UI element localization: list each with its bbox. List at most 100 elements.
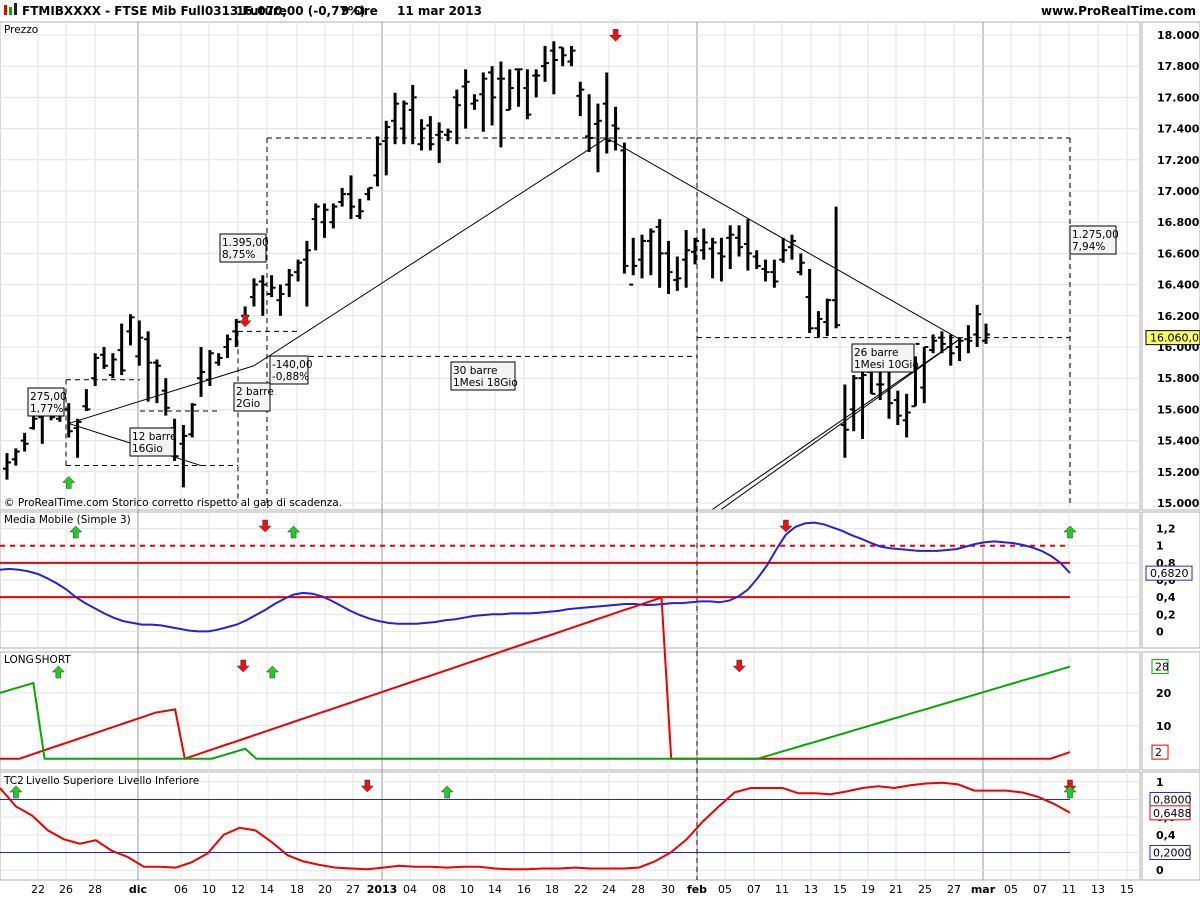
series-line-short: [0, 665, 1071, 760]
y-tick-label: 16.600: [1157, 247, 1200, 260]
current-value-label: 0,6488: [1153, 807, 1192, 820]
x-tick-label: 07: [1033, 883, 1047, 896]
copyright-note: © ProRealTime.com Storico corretto rispe…: [4, 497, 342, 509]
annotation-value: 30 barre: [453, 365, 497, 377]
annotation-value: 12 barre: [132, 431, 176, 443]
x-tick-label: 11: [1062, 883, 1076, 896]
header-bar: [0, 0, 1200, 22]
arrow-down-icon: [360, 779, 374, 793]
y-axis-1: [1141, 21, 1200, 511]
arrow-up-icon: [1063, 525, 1077, 539]
panel-3: [0, 651, 1141, 771]
x-tick-label: mar: [971, 883, 996, 896]
series-line-long: [0, 596, 1071, 761]
y-tick-label: 16.400: [1157, 279, 1200, 292]
series-line-tc2: [0, 781, 1071, 871]
x-tick-label: 14: [488, 883, 502, 896]
annotation-percent: 2Gio: [236, 398, 260, 410]
x-tick-label: 12: [231, 883, 245, 896]
x-tick-label: 15: [1120, 883, 1134, 896]
arrow-up-icon: [286, 525, 301, 539]
x-tick-label: 21: [889, 883, 903, 896]
y-tick-label: 20: [1156, 687, 1172, 700]
legend-upper-level: Livello Superiore: [26, 775, 114, 787]
y-tick-label: 1: [1156, 540, 1164, 553]
annotation-box: [219, 233, 267, 263]
arrow-up-icon: [440, 785, 454, 799]
annotation-percent: 1,77%: [30, 403, 63, 415]
annotation-percent: 1Mesi 10Gio: [854, 359, 919, 371]
legend-tc2: TC2: [3, 775, 24, 787]
x-tick-label: 18: [290, 883, 304, 896]
y-tick-label: 1,2: [1156, 523, 1176, 536]
annotation-value: 1.395,00: [222, 237, 269, 249]
trendline: [253, 137, 608, 367]
x-tick-label: 10: [460, 883, 474, 896]
x-tick-label: 10: [202, 883, 216, 896]
x-tick-label: 11: [775, 883, 789, 896]
annotation-box: [233, 382, 271, 412]
x-tick-label: 13: [1091, 883, 1105, 896]
x-tick-label: 25: [918, 883, 932, 896]
x-tick-label: 08: [432, 883, 446, 896]
series-line-value: [0, 521, 1071, 633]
y-tick-label: 15.800: [1157, 372, 1200, 385]
price-tag-icon: [4, 3, 17, 15]
x-tick-label: 22: [574, 883, 588, 896]
y-tick-label: 18.000: [1157, 29, 1200, 42]
trendline: [721, 338, 960, 510]
y-tick-label: 0: [1156, 864, 1164, 877]
y-axis-3: [1141, 651, 1200, 771]
y-tick-label: 1: [1156, 776, 1164, 789]
current-value-label: 28: [1155, 661, 1169, 674]
x-tick-label: 04: [403, 883, 417, 896]
current-value-tag: [1145, 565, 1193, 581]
annotation-box: [450, 361, 516, 391]
arrow-up-icon: [51, 665, 65, 679]
y-tick-label: 15.000: [1157, 497, 1200, 510]
annotation-box: [27, 387, 65, 417]
y-tick-label: 17.800: [1157, 60, 1200, 73]
x-tick-label: 2013: [367, 883, 398, 896]
annotation-box: [129, 427, 175, 457]
y-tick-label: 0,4: [1156, 829, 1176, 842]
trendline: [68, 365, 255, 424]
x-tick-label: 15: [833, 883, 847, 896]
annotation-percent: 7,94%: [1072, 241, 1105, 253]
x-tick-label: 14: [260, 883, 274, 896]
x-tick-label: 18: [545, 883, 559, 896]
y-tick-label: 15.600: [1157, 403, 1200, 416]
y-tick-label: 15.200: [1157, 466, 1200, 479]
annotation-box: [269, 355, 309, 385]
annotation-percent: 8,75%: [222, 249, 255, 261]
current-price-tag: [1145, 330, 1200, 346]
x-tick-label: 07: [747, 883, 761, 896]
arrow-down-icon: [238, 314, 252, 328]
annotation-value: -140,00: [272, 359, 313, 371]
website-link[interactable]: www.ProRealTime.com: [1041, 4, 1196, 18]
y-tick-label: 16.800: [1157, 216, 1200, 229]
y-tick-label: 0,4: [1156, 591, 1176, 604]
current-value-tag: [1151, 659, 1169, 675]
legend-long: LONG: [4, 654, 34, 666]
annotation-percent: -0,88%: [272, 371, 309, 383]
x-tick-label: 13: [804, 883, 818, 896]
panel-title-moving-average: Media Mobile (Simple 3): [4, 514, 131, 526]
x-tick-label: 19: [861, 883, 875, 896]
current-value-tag: [1149, 845, 1191, 861]
y-tick-label: 15.400: [1157, 435, 1200, 448]
y-tick-label: 17.000: [1157, 185, 1200, 198]
x-tick-label: 27: [947, 883, 961, 896]
x-tick-label: 05: [1004, 883, 1018, 896]
annotation-value: 275,00: [30, 391, 67, 403]
x-tick-label: 22: [31, 883, 45, 896]
current-value-tag: [1151, 744, 1169, 760]
y-tick-label: 0,2: [1156, 608, 1176, 621]
y-tick-label: 16.200: [1157, 310, 1200, 323]
x-tick-label: feb: [687, 883, 707, 896]
arrow-up-icon: [265, 665, 279, 679]
x-tick-label: 20: [318, 883, 332, 896]
arrow-up-icon: [69, 525, 83, 539]
current-value-label: 0,6820: [1150, 567, 1189, 580]
current-value-tag: [1149, 805, 1191, 821]
